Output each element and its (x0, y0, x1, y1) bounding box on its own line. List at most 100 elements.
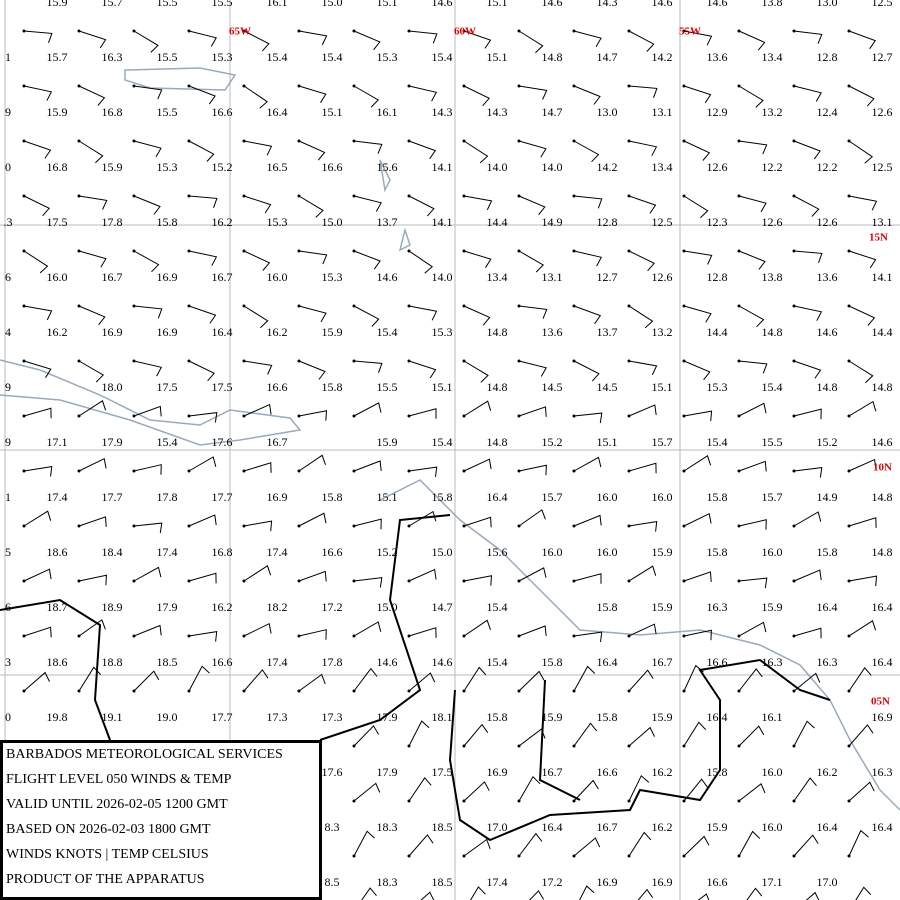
temperature: 17.8 (322, 655, 343, 669)
temperature: 16.6 (707, 655, 728, 669)
temperature: 17.1 (762, 875, 783, 889)
temperature: 16.6 (322, 160, 343, 174)
lat-label: 10N (873, 462, 892, 474)
temperature: 19.8 (47, 710, 68, 724)
temperature: 12.8 (707, 270, 728, 284)
station-dot (77, 634, 81, 638)
temperature: 15.4 (707, 435, 728, 449)
station-dot (187, 689, 191, 693)
wind-barb (683, 195, 709, 219)
wind-barb (518, 509, 546, 527)
wind-barb (518, 360, 547, 377)
station-dot (462, 84, 466, 88)
temperature: 17.8 (157, 490, 178, 504)
temperature: 14.6 (707, 0, 728, 9)
wind-barb (683, 140, 711, 161)
temperature: 15.1 (377, 0, 398, 9)
wind-barb (573, 665, 596, 692)
station-dot (132, 524, 136, 528)
temperature: 17.5 (157, 380, 178, 394)
station-dot (187, 84, 191, 88)
info-line: BASED ON 2026-02-03 1800 GMT (6, 822, 211, 837)
station-dot (132, 689, 136, 693)
temperature: 15.9 (47, 105, 68, 119)
station-dot (187, 194, 191, 198)
wind-barb (518, 85, 548, 100)
station-dot (297, 414, 301, 418)
station-dot (792, 29, 796, 33)
station-dot (737, 744, 741, 748)
temperature: 15.5 (377, 380, 398, 394)
station-dot (847, 194, 851, 198)
wind-barb (628, 140, 658, 156)
temperature: 13.0 (817, 0, 838, 9)
station-labels: 15.9 15.7 15.5 15.5 16.1 15.0 15.1 14.6 15.1 14.6… (4, 0, 893, 889)
edge-temp: 9 (5, 380, 11, 394)
station-dot (462, 194, 466, 198)
wind-barb (408, 305, 438, 321)
wind-barb (23, 250, 49, 274)
station-dot (462, 524, 466, 528)
temperature: 12.7 (597, 270, 618, 284)
wind-barb (793, 140, 821, 160)
station-dot (462, 744, 466, 748)
temperature: 14.8 (487, 325, 508, 339)
station-dot (297, 579, 301, 583)
station-dot (627, 249, 631, 253)
station-dot (572, 524, 576, 528)
station-dot (187, 579, 191, 583)
wind-barb (628, 623, 657, 637)
wind-barb (573, 250, 603, 267)
temperature: 15.8 (597, 600, 618, 614)
temperature: 15.4 (487, 655, 508, 669)
temperature: 15.2 (817, 435, 838, 449)
temperature: 14.4 (872, 325, 893, 339)
wind-barb (628, 305, 654, 329)
wind-barb (243, 669, 269, 692)
temperature: 17.2 (322, 600, 343, 614)
wind-barb (353, 195, 382, 212)
temperature: 15.8 (707, 765, 728, 779)
station-dot (352, 744, 356, 748)
wind-barb (738, 725, 765, 747)
temperature: 17.3 (322, 710, 343, 724)
temperature: 12.6 (817, 215, 838, 229)
info-box: BARBADOS METEOROLOGICAL SERVICES FLIGHT … (0, 740, 322, 900)
wind-barb (683, 30, 713, 46)
station-dot (407, 249, 411, 253)
wind-barb (23, 85, 53, 101)
wind-barb (463, 516, 492, 528)
temperature: 12.6 (872, 105, 893, 119)
wind-barb (573, 837, 601, 857)
station-dot (847, 744, 851, 748)
temperature: 15.1 (432, 380, 453, 394)
wind-barb (683, 778, 708, 802)
wind-barb (738, 668, 763, 692)
temperature: 14.6 (542, 0, 563, 9)
station-dot (22, 524, 26, 528)
station-dot (187, 359, 191, 363)
wind-barb (463, 250, 492, 268)
station-dot (517, 799, 521, 803)
wind-barb (78, 574, 107, 586)
station-dot (792, 689, 796, 693)
station-dot (242, 469, 246, 473)
temperature: 15.5 (762, 435, 783, 449)
temperature: 16.0 (652, 490, 673, 504)
wind-barb (518, 464, 547, 476)
station-dot (847, 359, 851, 363)
temperature: 15.7 (652, 435, 673, 449)
station-dot (572, 689, 576, 693)
wind-barb (683, 410, 713, 422)
wind-barb (793, 777, 817, 802)
border (0, 514, 831, 842)
station-dot (737, 634, 741, 638)
temperature: 16.7 (597, 820, 618, 834)
wind-barb (848, 517, 877, 528)
temperature: 13.1 (542, 270, 563, 284)
wind-barb (188, 30, 217, 47)
temperature: 14.0 (542, 160, 563, 174)
wind-barb (738, 30, 766, 51)
station-dot (22, 689, 26, 693)
wind-barb (408, 627, 437, 638)
